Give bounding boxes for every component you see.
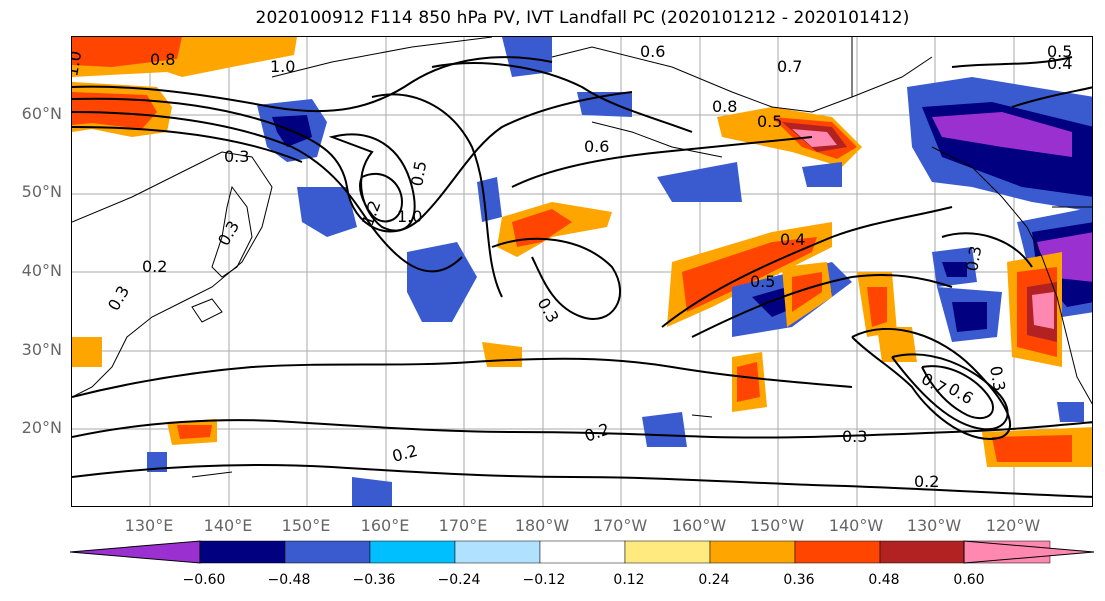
colorbar-cell [284,540,371,564]
contour-label: 0.7 [777,57,802,76]
colorbar-min-arrow [70,540,201,564]
contour-label: 1.0 [72,49,85,77]
contour-label: 0.2 [390,441,420,466]
colorbar-tick-label: −0.24 [437,572,481,588]
colorbar-tick-label: 0.12 [613,572,645,588]
contour-label: 0.6 [584,137,609,156]
colorbar-tick-label: 0.24 [698,572,730,588]
lon-label: 150°E [281,516,331,535]
lon-label: 120°W [985,516,1041,535]
contour-label: 0.3 [224,147,249,166]
lon-label: 130°E [124,516,174,535]
colorbar-max-arrow [963,540,1095,564]
contour-label: 1.0 [270,57,295,76]
map-canvas: 1.0 0.8 1.0 0.6 0.7 0.4 0.5 0.8 0.5 0.6 … [72,37,1092,506]
colorbar-tick-label: −0.36 [352,572,396,588]
colorbar-cells [199,540,1051,564]
colorbar-tick-label: 0.48 [868,572,900,588]
colorbar-tick-label: −0.60 [182,572,226,588]
contour-label: 0.2 [914,472,939,491]
lon-label: 140°E [203,516,253,535]
contour-label: 0.2 [582,419,612,446]
colorbar-cell [879,540,966,564]
contour-label: 0.3 [214,217,243,249]
contour-label: 0.5 [407,159,430,187]
lat-label: 40°N [21,261,62,280]
lon-label: 160°E [360,516,410,535]
lon-label: 160°W [671,516,727,535]
contour-label: 0.3 [534,295,563,327]
contour-label: 0.5 [1047,42,1072,61]
contour-label: 0.4 [1047,54,1072,73]
lat-label: 20°N [21,418,62,437]
colorbar-cell [539,540,626,564]
contour-label: 0.6 [640,42,665,61]
map-panel: 1.0 0.8 1.0 0.6 0.7 0.4 0.5 0.8 0.5 0.6 … [71,36,1093,507]
contour-label: 0.8 [712,97,737,116]
colorbar-tick-label: 0.36 [783,572,815,588]
colorbar-cell [199,540,286,564]
colorbar-cell [454,540,541,564]
contour-label: 0.3 [986,364,1009,392]
lat-label: 50°N [21,182,62,201]
pv-anomaly-fill [72,37,1092,506]
contour-label: 0.3 [842,427,867,446]
map-title: 2020100912 F114 850 hPa PV, IVT Landfall… [255,8,910,28]
contour-label: 0.5 [750,272,775,291]
contour-label: 0.3 [104,282,133,314]
lat-label: 30°N [21,340,62,359]
lon-label: 170°W [592,516,648,535]
colorbar-tick-label: 0.60 [953,572,985,588]
contour-label: 1.2 [358,198,385,228]
contour-label: 0.5 [757,112,782,131]
lon-label: 170°E [438,516,488,535]
lon-label: 140°W [828,516,884,535]
contour-label: 0.8 [150,50,175,69]
contour-label: 0.3 [962,244,985,272]
contour-label: 0.2 [142,257,167,276]
colorbar-tick-label: −0.48 [267,572,311,588]
colorbar-cell [709,540,796,564]
contour-label: 1.0 [397,207,422,226]
lon-label: 130°W [906,516,962,535]
coastlines [72,37,1092,478]
colorbar-cell [369,540,456,564]
colorbar-cell [794,540,881,564]
pv-contours [72,56,1092,498]
colorbar-tick-label: −0.12 [522,572,566,588]
lat-label: 60°N [21,104,62,123]
colorbar-cell [624,540,711,564]
lon-label: 150°W [749,516,805,535]
colorbar [70,540,1095,564]
lon-label: 180°W [514,516,570,535]
contour-label: 0.4 [780,230,805,249]
